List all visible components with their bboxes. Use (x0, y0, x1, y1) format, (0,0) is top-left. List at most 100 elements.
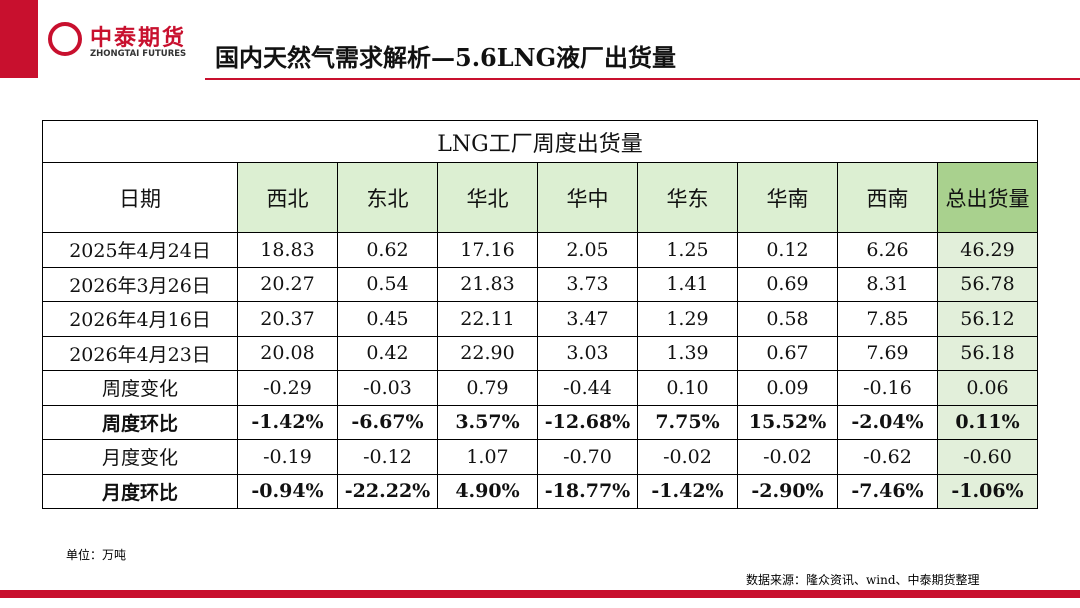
cell: 1.41 (637, 266, 738, 302)
cell: -2.04% (837, 404, 938, 440)
data-row: 月度环比 -0.94% -22.22% 4.90% -18.77% -1.42% -2.90… (42, 473, 1038, 509)
column-header: 总出货量 (937, 162, 1038, 233)
cell: 4.90% (437, 473, 538, 509)
cell: 2.05 (537, 232, 638, 268)
cell: 0.79 (437, 370, 538, 406)
cell: -12.68% (537, 404, 638, 440)
column-header: 东北 (337, 162, 438, 233)
header-row: 日期 西北 东北 华北 华中 华东 华南 西南 总出货量 (42, 162, 1038, 233)
cell: 8.31 (837, 266, 938, 302)
row-label: 周度环比 (42, 404, 238, 440)
title-row: LNG工厂周度出货量 (42, 120, 1038, 163)
cell: 0.54 (337, 266, 438, 302)
header-line (205, 78, 1080, 80)
cell: 20.27 (237, 266, 338, 302)
footer-bar (0, 590, 1080, 598)
row-label: 2026年4月23日 (42, 335, 238, 371)
data-row: 2026年4月16日 20.37 0.45 22.11 3.47 1.29 0.58 7.85… (42, 301, 1038, 337)
data-table: LNG工厂周度出货量 日期 西北 东北 华北 华中 华东 华南 西南 总出货量 2025年4月24日… (42, 120, 1038, 509)
cell: -0.60 (937, 439, 1038, 475)
cell: -1.42% (637, 473, 738, 509)
cell: 0.42 (337, 335, 438, 371)
cell: 21.83 (437, 266, 538, 302)
cell: 0.62 (337, 232, 438, 268)
data-row: 周度环比 -1.42% -6.67% 3.57% -12.68% 7.75% 15.52% -… (42, 404, 1038, 440)
cell: 22.90 (437, 335, 538, 371)
cell: 0.10 (637, 370, 738, 406)
cell: -0.29 (237, 370, 338, 406)
row-label: 2026年3月26日 (42, 266, 238, 302)
cell: 56.18 (937, 335, 1038, 371)
row-label: 月度环比 (42, 473, 238, 509)
cell: 3.57% (437, 404, 538, 440)
cell: 22.11 (437, 301, 538, 337)
cell: 15.52% (737, 404, 838, 440)
row-label: 2026年4月16日 (42, 301, 238, 337)
row-label: 2025年4月24日 (42, 232, 238, 268)
cell: -0.62 (837, 439, 938, 475)
cell: 56.12 (937, 301, 1038, 337)
cell: -0.02 (737, 439, 838, 475)
accent-bar (0, 0, 38, 78)
cell: 1.25 (637, 232, 738, 268)
cell: -0.44 (537, 370, 638, 406)
cell: 0.67 (737, 335, 838, 371)
cell: -0.03 (337, 370, 438, 406)
column-header: 日期 (42, 162, 238, 233)
cell: 1.39 (637, 335, 738, 371)
data-row: 2026年3月26日 20.27 0.54 21.83 3.73 1.41 0.69 8.31… (42, 266, 1038, 302)
row-label: 月度变化 (42, 439, 238, 475)
cell: -1.06% (937, 473, 1038, 509)
data-row: 2025年4月24日 18.83 0.62 17.16 2.05 1.25 0.12 6.26… (42, 232, 1038, 268)
data-row: 2026年4月23日 20.08 0.42 22.90 3.03 1.39 0.67 7.69… (42, 335, 1038, 371)
cell: 0.11% (937, 404, 1038, 440)
data-row: 月度变化 -0.19 -0.12 1.07 -0.70 -0.02 -0.02 -0.62 -0… (42, 439, 1038, 475)
logo-english: ZHONGTAI FUTURES (90, 49, 187, 59)
cell: -22.22% (337, 473, 438, 509)
cell: -6.67% (337, 404, 438, 440)
column-header: 华南 (737, 162, 838, 233)
cell: 0.45 (337, 301, 438, 337)
cell: -18.77% (537, 473, 638, 509)
source-note: 数据来源：隆众资讯、wind、中泰期货整理 (746, 573, 980, 587)
logo-name: 中泰期货 (90, 26, 187, 51)
column-header: 西北 (237, 162, 338, 233)
cell: 7.75% (637, 404, 738, 440)
cell: -0.02 (637, 439, 738, 475)
cell: 56.78 (937, 266, 1038, 302)
column-header: 华北 (437, 162, 538, 233)
cell: 6.26 (837, 232, 938, 268)
cell: 3.03 (537, 335, 638, 371)
cell: -7.46% (837, 473, 938, 509)
cell: -1.42% (237, 404, 338, 440)
cell: -0.12 (337, 439, 438, 475)
cell: 46.29 (937, 232, 1038, 268)
cell: 20.37 (237, 301, 338, 337)
unit-note: 单位：万吨 (66, 548, 127, 562)
cell: 17.16 (437, 232, 538, 268)
cell: -0.70 (537, 439, 638, 475)
cell: 3.47 (537, 301, 638, 337)
cell: 0.69 (737, 266, 838, 302)
table-title: LNG工厂周度出货量 (42, 120, 1038, 163)
cell: 7.85 (837, 301, 938, 337)
cell: 1.29 (637, 301, 738, 337)
cell: 0.12 (737, 232, 838, 268)
row-label: 周度变化 (42, 370, 238, 406)
cell: 3.73 (537, 266, 638, 302)
cell: 0.09 (737, 370, 838, 406)
data-row: 周度变化 -0.29 -0.03 0.79 -0.44 0.10 0.09 -0.16 0.06 (42, 370, 1038, 406)
column-header: 西南 (837, 162, 938, 233)
column-header: 华东 (637, 162, 738, 233)
cell: -2.90% (737, 473, 838, 509)
page-title: 国内天然气需求解析—5.6LNG液厂出货量 (215, 43, 677, 72)
cell: 18.83 (237, 232, 338, 268)
cell: 20.08 (237, 335, 338, 371)
logo-icon (48, 22, 82, 56)
cell: 0.58 (737, 301, 838, 337)
cell: -0.94% (237, 473, 338, 509)
cell: -0.19 (237, 439, 338, 475)
cell: -0.16 (837, 370, 938, 406)
cell: 1.07 (437, 439, 538, 475)
